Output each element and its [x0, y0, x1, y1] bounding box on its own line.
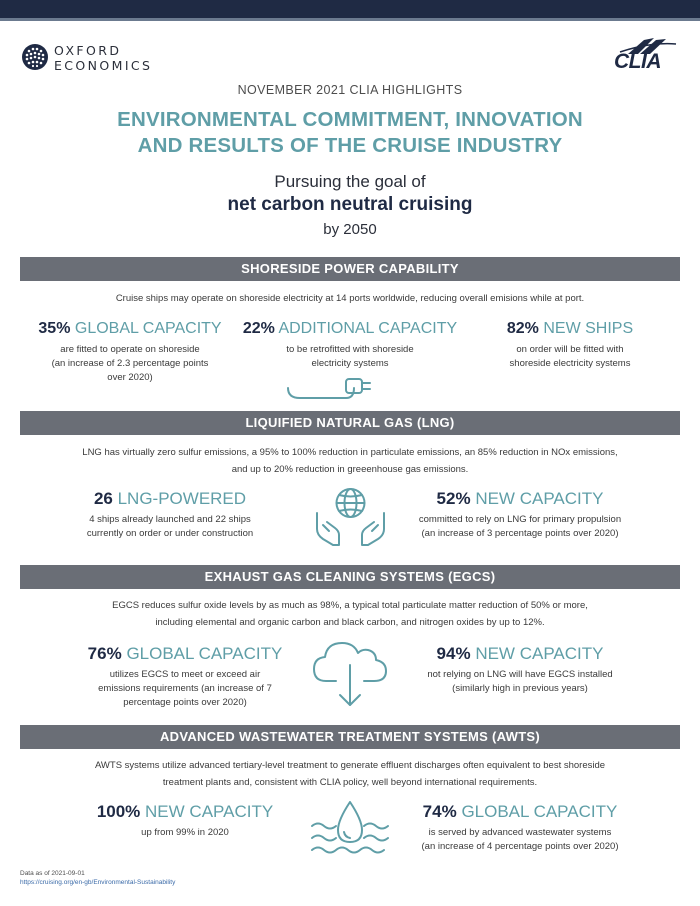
section-header-awts: ADVANCED WASTEWATER TREATMENT SYSTEMS (A… — [20, 725, 680, 749]
power-plug-icon — [287, 378, 371, 399]
stat-number: 26 — [93, 489, 113, 508]
water-drop-icon — [311, 801, 389, 854]
stat-lng-powered: 26 LNG-POWERED 4 ships already launched … — [55, 489, 285, 541]
lng-description: LNG has virtually zero sulfur emissions,… — [30, 444, 670, 478]
goal-highlight: net carbon neutral cruising — [227, 194, 473, 215]
stat-label: GLOBAL CAPACITY — [461, 802, 618, 821]
stat-desc-line: are fitted to operate on shoreside — [60, 344, 200, 355]
stat-number: 100% — [96, 802, 141, 821]
stat-egcs-global: 76% GLOBAL CAPACITY utilizes EGCS to mee… — [60, 644, 310, 710]
stat-desc-line: up from 99% in 2020 — [141, 827, 229, 838]
globe-logo-icon — [22, 44, 48, 70]
footer-source: Data as of 2021-09-01 https://cruising.o… — [20, 869, 175, 887]
stat-awts-global-capacity: 74% GLOBAL CAPACITY is served by advance… — [395, 802, 645, 854]
desc-line: treatment plants and, consistent with CL… — [162, 777, 538, 788]
stat-number: 76% — [87, 644, 122, 663]
stat-label: GLOBAL CAPACITY — [74, 320, 222, 337]
economics-line: ECONOMICS — [54, 58, 153, 73]
stat-number: 74% — [422, 802, 457, 821]
egcs-description: EGCS reduces sulfur oxide levels by as m… — [30, 597, 670, 631]
stat-number: 22% — [242, 320, 275, 337]
stat-number: 94% — [436, 644, 471, 663]
stat-desc-line: (an increase of 2.3 percentage points — [51, 358, 209, 369]
data-date: Data as of 2021-09-01 — [20, 870, 85, 877]
stat-lng-new-capacity: 52% NEW CAPACITY committed to rely on LN… — [400, 489, 640, 541]
stat-desc-line: utilizes EGCS to meet or exceed air — [109, 669, 261, 680]
stat-desc-line: (an increase of 4 percentage points over… — [421, 841, 619, 852]
desc-line: LNG has virtually zero sulfur emissions,… — [82, 447, 618, 458]
stat-number: 52% — [436, 489, 471, 508]
stat-desc-line: is served by advanced wastewater systems — [428, 827, 612, 838]
stat-label: NEW CAPACITY — [475, 489, 604, 508]
clia-wordmark: CLIA — [614, 50, 662, 73]
desc-line: AWTS systems utilize advanced tertiary-l… — [94, 760, 606, 771]
stat-label: LNG-POWERED — [117, 489, 247, 508]
stat-desc-line: committed to rely on LNG for primary pro… — [418, 514, 622, 525]
report-kicker: NOVEMBER 2021 CLIA HIGHLIGHTS — [237, 83, 463, 97]
stat-number: 35% — [38, 320, 71, 337]
stat-desc-line: emissions requirements (an increase of 7 — [98, 683, 272, 694]
stat-label: ADDITIONAL CAPACITY — [278, 320, 458, 337]
title-line-1: ENVIRONMENTAL COMMITMENT, INNOVATION — [117, 108, 583, 131]
stat-desc-line: not relying on LNG will have EGCS instal… — [427, 669, 613, 680]
title-line-2: AND RESULTS OF THE CRUISE INDUSTRY — [137, 134, 563, 157]
stat-shoreside-new-ships: 82% NEW SHIPS on order will be fitted wi… — [460, 319, 680, 371]
cloud-download-icon — [313, 642, 387, 706]
stat-label: GLOBAL CAPACITY — [126, 644, 283, 663]
stat-desc-line: (similarly high in previous years) — [452, 683, 588, 694]
section-header-shoreside: SHORESIDE POWER CAPABILITY — [20, 257, 680, 281]
stat-desc-line: over 2020) — [107, 372, 153, 383]
stat-desc-line: percentage points over 2020) — [123, 697, 247, 708]
stat-label: NEW CAPACITY — [145, 802, 274, 821]
stat-shoreside-global: 35% GLOBAL CAPACITY are fitted to operat… — [20, 319, 240, 385]
desc-line: and up to 20% reduction in greeenhouse g… — [231, 464, 469, 475]
ship-swoosh-icon — [619, 38, 677, 54]
stat-desc-line: currently on order or under construction — [86, 528, 254, 539]
stat-desc-line: 4 ships already launched and 22 ships — [89, 514, 251, 525]
desc-line: EGCS reduces sulfur oxide levels by as m… — [112, 600, 588, 611]
stat-label: NEW CAPACITY — [475, 644, 604, 663]
stat-number: 82% — [506, 320, 539, 337]
top-banner-bar — [0, 0, 700, 21]
goal-intro: Pursuing the goal of — [274, 172, 426, 191]
clia-logo: CLIA — [610, 36, 680, 78]
shoreside-description: Cruise ships may operate on shoreside el… — [115, 293, 585, 304]
source-link[interactable]: https://cruising.org/en-gb/Environmental… — [20, 879, 176, 886]
stat-label: NEW SHIPS — [543, 320, 634, 337]
stat-desc-line: to be retrofitted with shoreside — [286, 344, 414, 355]
section-header-lng: LIQUIFIED NATURAL GAS (LNG) — [20, 411, 680, 435]
page-title: ENVIRONMENTAL COMMITMENT, INNOVATION AND… — [0, 107, 700, 159]
stat-desc-line: electricity systems — [311, 358, 389, 369]
stat-awts-new-capacity: 100% NEW CAPACITY up from 99% in 2020 — [70, 802, 300, 840]
stat-desc-line: (an increase of 3 percentage points over… — [421, 528, 619, 539]
stat-shoreside-additional: 22% ADDITIONAL CAPACITY to be retrofitte… — [240, 319, 460, 371]
stat-desc-line: shoreside electricity systems — [509, 358, 631, 369]
stat-egcs-new-capacity: 94% NEW CAPACITY not relying on LNG will… — [400, 644, 640, 696]
oxford-economics-logo: OXFORD ECONOMICS — [20, 42, 160, 76]
awts-description: AWTS systems utilize advanced tertiary-l… — [30, 757, 670, 791]
desc-line: including elemental and organic carbon a… — [155, 617, 545, 628]
section-header-egcs: EXHAUST GAS CLEANING SYSTEMS (EGCS) — [20, 565, 680, 589]
oxford-line: OXFORD — [54, 43, 122, 58]
globe-in-hands-icon — [316, 488, 385, 546]
oxford-economics-wordmark: OXFORD ECONOMICS — [54, 43, 152, 73]
stat-desc-line: on order will be fitted with — [516, 344, 624, 355]
goal-year: by 2050 — [323, 221, 377, 238]
